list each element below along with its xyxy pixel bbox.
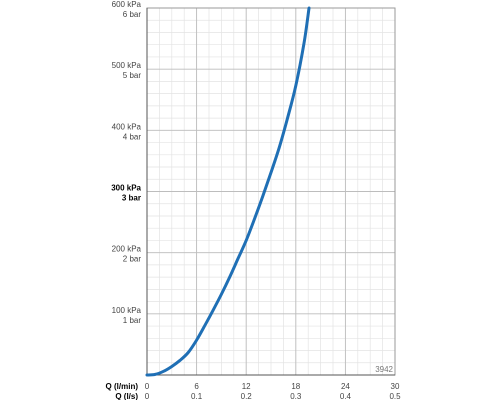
x-tick-label: 30 <box>391 382 400 391</box>
x-tick-label: 6 <box>194 382 199 391</box>
x2-tick-label: 0 <box>145 392 150 400</box>
x2-tick-label: 0.1 <box>191 392 203 400</box>
y-tick-label-kpa: 500 kPa <box>112 61 142 70</box>
y-tick-label-bar: 1 bar <box>123 316 142 325</box>
plot-frame <box>146 7 396 376</box>
drawing-code-annotation: 3942 <box>375 365 393 374</box>
x-tick-label: 0 <box>145 382 150 391</box>
y-tick-label-kpa: 300 kPa <box>111 184 141 193</box>
x-tick-label: 18 <box>291 382 300 391</box>
y-tick-label-bar: 4 bar <box>123 132 142 141</box>
y-tick-label-kpa: 600 kPa <box>112 0 142 9</box>
y-tick-label-kpa: 200 kPa <box>112 245 142 254</box>
x-axis-label: Q (l/min) <box>106 382 139 391</box>
x2-axis-label: Q (l/s) <box>115 392 138 400</box>
y-tick-label-kpa: 100 kPa <box>112 306 142 315</box>
x2-tick-label: 0.2 <box>241 392 253 400</box>
grid <box>146 7 396 376</box>
y-tick-label-kpa: 400 kPa <box>112 122 142 131</box>
y-tick-label-bar: 3 bar <box>122 194 141 203</box>
y-tick-label-bar: 5 bar <box>123 71 142 80</box>
x2-tick-label: 0.3 <box>290 392 302 400</box>
pressure-flow-curve <box>145 6 311 377</box>
x2-tick-label: 0.4 <box>340 392 352 400</box>
series-layer <box>145 6 311 377</box>
x-tick-label: 24 <box>341 382 350 391</box>
y-tick-label-bar: 2 bar <box>123 255 142 264</box>
x2-tick-label: 0.5 <box>389 392 401 400</box>
x-tick-label: 12 <box>242 382 251 391</box>
y-tick-label-bar: 6 bar <box>123 10 142 19</box>
